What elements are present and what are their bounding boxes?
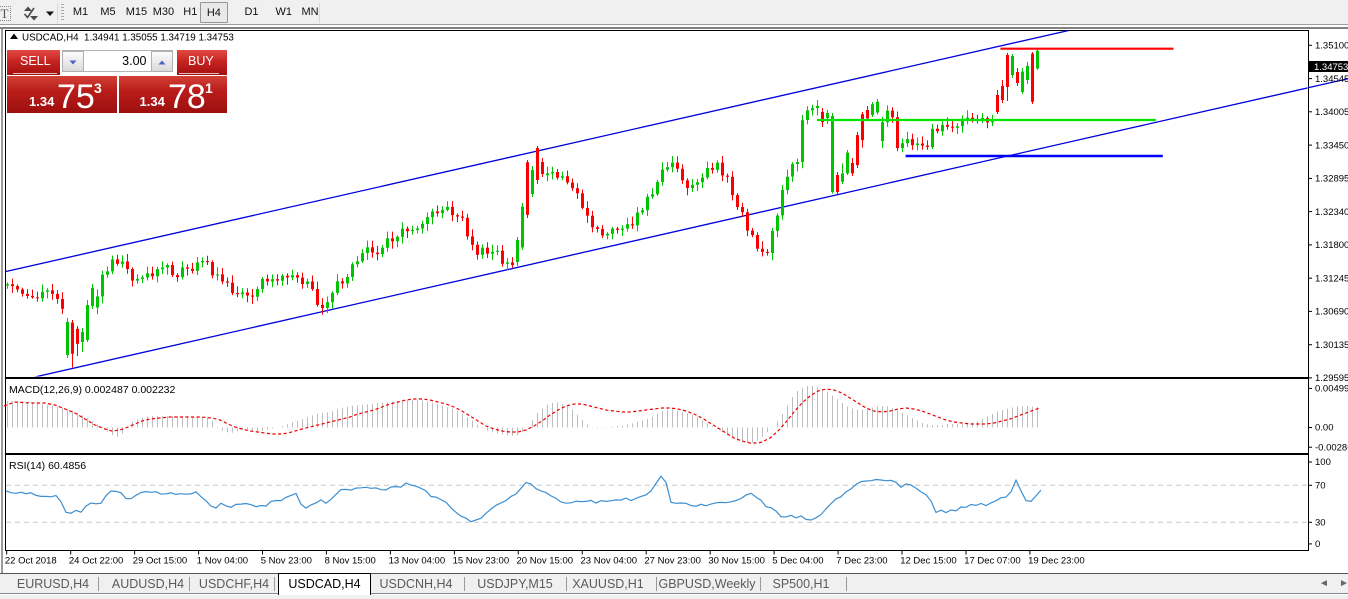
svg-text:20 Nov 15:00: 20 Nov 15:00 bbox=[517, 556, 574, 567]
svg-text:1.31800: 1.31800 bbox=[1315, 240, 1348, 251]
svg-text:1 Nov 04:00: 1 Nov 04:00 bbox=[197, 556, 248, 567]
svg-text:17 Dec 07:00: 17 Dec 07:00 bbox=[964, 556, 1021, 567]
svg-text:5 Dec 04:00: 5 Dec 04:00 bbox=[772, 556, 823, 567]
svg-text:24 Oct 22:00: 24 Oct 22:00 bbox=[69, 556, 123, 567]
svg-text:15 Nov 23:00: 15 Nov 23:00 bbox=[453, 556, 510, 567]
svg-text:5 Nov 23:00: 5 Nov 23:00 bbox=[261, 556, 312, 567]
svg-text:1.32340: 1.32340 bbox=[1315, 207, 1348, 218]
svg-text:12 Dec 15:00: 12 Dec 15:00 bbox=[900, 556, 957, 567]
svg-text:19 Dec 23:00: 19 Dec 23:00 bbox=[1028, 556, 1085, 567]
svg-text:1.34005: 1.34005 bbox=[1315, 107, 1348, 118]
svg-text:0.004999: 0.004999 bbox=[1315, 384, 1348, 395]
svg-text:1.30690: 1.30690 bbox=[1315, 307, 1348, 318]
svg-text:RSI(14) 60.4856: RSI(14) 60.4856 bbox=[9, 460, 86, 472]
svg-text:0.00: 0.00 bbox=[1315, 423, 1334, 434]
svg-text:27 Nov 23:00: 27 Nov 23:00 bbox=[644, 556, 701, 567]
svg-text:100: 100 bbox=[1315, 457, 1331, 468]
svg-text:7 Dec 23:00: 7 Dec 23:00 bbox=[836, 556, 887, 567]
svg-text:1.30135: 1.30135 bbox=[1315, 340, 1348, 351]
svg-text:1.34753: 1.34753 bbox=[1314, 62, 1348, 73]
svg-text:23 Nov 04:00: 23 Nov 04:00 bbox=[581, 556, 638, 567]
svg-text:USDCAD,H4 1.34941 1.35055 1.3: USDCAD,H4 1.34941 1.35055 1.34719 1.3475… bbox=[22, 33, 234, 44]
svg-text:1.34545: 1.34545 bbox=[1315, 74, 1348, 85]
svg-text:-0.00286: -0.00286 bbox=[1315, 442, 1348, 453]
svg-text:70: 70 bbox=[1315, 481, 1326, 492]
svg-text:30 Nov 15:00: 30 Nov 15:00 bbox=[708, 556, 765, 567]
svg-text:1.31245: 1.31245 bbox=[1315, 273, 1348, 284]
svg-text:0: 0 bbox=[1315, 539, 1320, 550]
svg-text:22 Oct 2018: 22 Oct 2018 bbox=[5, 556, 57, 567]
svg-text:8 Nov 15:00: 8 Nov 15:00 bbox=[325, 556, 376, 567]
svg-text:29 Oct 15:00: 29 Oct 15:00 bbox=[133, 556, 187, 567]
svg-text:1.29595: 1.29595 bbox=[1315, 373, 1348, 384]
svg-text:1.35100: 1.35100 bbox=[1315, 41, 1348, 52]
svg-text:13 Nov 04:00: 13 Nov 04:00 bbox=[389, 556, 446, 567]
svg-text:MACD(12,26,9) 0.002487 0.00223: MACD(12,26,9) 0.002487 0.002232 bbox=[9, 384, 176, 396]
svg-text:30: 30 bbox=[1315, 518, 1326, 529]
svg-text:1.32895: 1.32895 bbox=[1315, 174, 1348, 185]
svg-text:1.33450: 1.33450 bbox=[1315, 140, 1348, 151]
